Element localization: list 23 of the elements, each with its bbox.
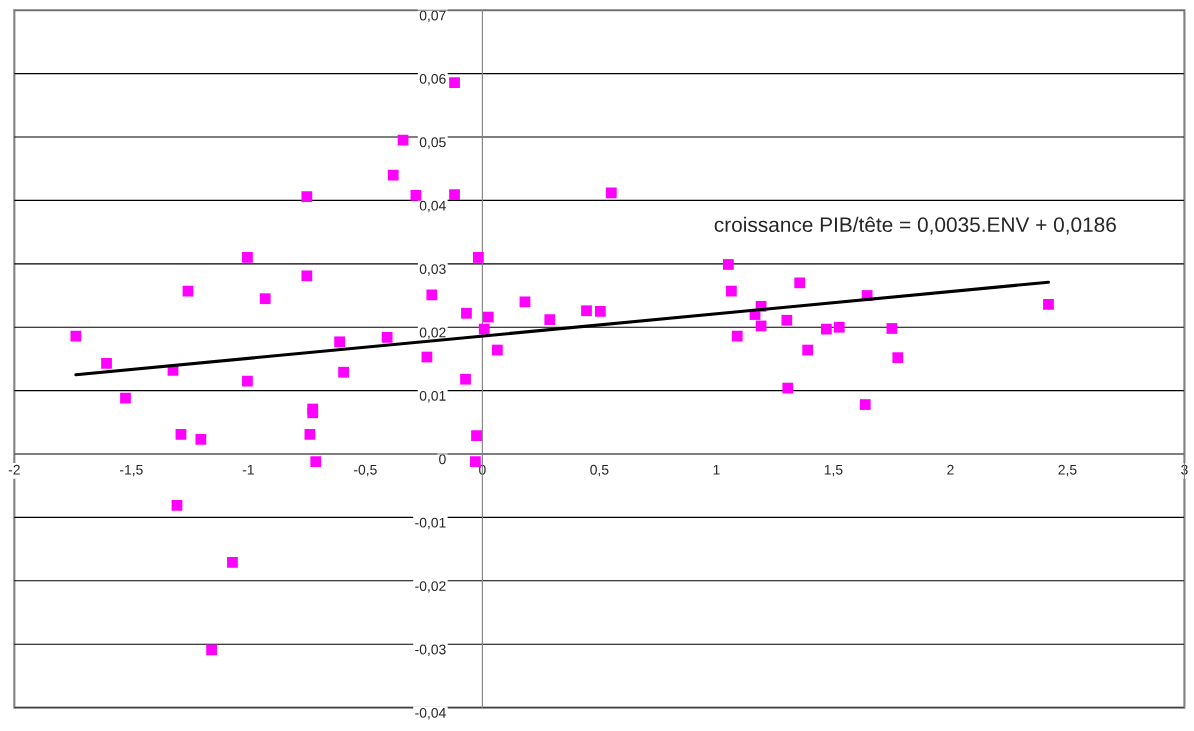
y-tick-label: -0,03: [415, 644, 446, 657]
x-tick-label: 2,5: [1058, 464, 1077, 477]
y-tick-label: -0,02: [415, 581, 446, 593]
annotation: croissance PIB/tête = 0,0035.ENV + 0,0186: [714, 216, 1116, 235]
y-tick-label: 0,07: [419, 10, 446, 23]
y-tick-label: 0,03: [419, 264, 446, 276]
x-tick-label: -1,5: [119, 464, 143, 477]
y-tick-label: 0,05: [419, 137, 446, 149]
x-tick-label: 2: [947, 464, 954, 475]
y-tick-label: 0,04: [419, 200, 446, 213]
x-tick-label: -2: [8, 464, 20, 475]
y-tick-label: 0,06: [419, 73, 446, 86]
y-tick-label: 0,01: [419, 390, 446, 403]
x-tick-label: -1: [242, 464, 254, 475]
y-tick-label: 0,02: [419, 327, 446, 340]
x-tick-label: 1,5: [824, 464, 843, 477]
x-tick-label: 1: [713, 464, 720, 475]
y-tick-label: -0,01: [415, 517, 446, 530]
x-tick-label: 0: [479, 464, 486, 475]
x-tick-label: -0,5: [354, 464, 377, 477]
y-tick-label: -0,04: [415, 707, 446, 720]
x-tick-label: 0,5: [590, 464, 609, 477]
y-tick-label: 0: [439, 454, 446, 465]
